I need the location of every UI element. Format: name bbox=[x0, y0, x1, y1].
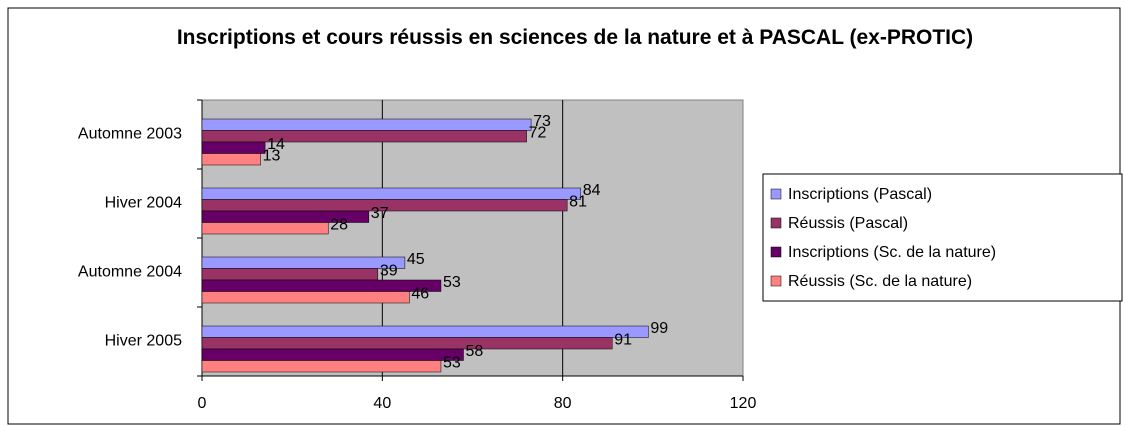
bar bbox=[201, 199, 568, 212]
bar bbox=[201, 291, 410, 304]
y-tick-label: Hiver 2005 bbox=[105, 333, 182, 350]
x-tick-label: 40 bbox=[373, 395, 391, 412]
legend-label: Réussis (Pascal) bbox=[788, 215, 908, 232]
bar bbox=[201, 325, 649, 338]
bar bbox=[201, 337, 613, 350]
value-label: 81 bbox=[569, 194, 587, 211]
x-tick-label: 80 bbox=[554, 395, 572, 412]
value-label: 73 bbox=[533, 113, 551, 130]
bar bbox=[201, 360, 442, 373]
legend-label: Inscriptions (Sc. de la nature) bbox=[788, 244, 996, 261]
bar bbox=[201, 118, 532, 131]
bar bbox=[201, 279, 442, 292]
value-label: 84 bbox=[583, 182, 601, 199]
bar bbox=[201, 187, 581, 200]
y-tick-label: Hiver 2004 bbox=[105, 195, 182, 212]
legend-swatch bbox=[770, 275, 782, 287]
value-label: 28 bbox=[330, 217, 348, 234]
x-tick-label: 120 bbox=[730, 395, 757, 412]
value-label: 14 bbox=[267, 136, 285, 153]
legend-swatch bbox=[770, 188, 782, 200]
chart-title: Inscriptions et cours réussis en science… bbox=[176, 26, 974, 49]
bar bbox=[201, 153, 261, 166]
value-label: 37 bbox=[371, 205, 389, 222]
legend-swatch bbox=[770, 217, 782, 229]
value-label: 99 bbox=[650, 320, 668, 337]
value-label: 58 bbox=[465, 343, 483, 360]
value-label: 53 bbox=[443, 355, 461, 372]
bar bbox=[201, 130, 527, 143]
legend-swatch bbox=[770, 246, 782, 258]
value-label: 72 bbox=[529, 125, 547, 142]
value-label: 53 bbox=[443, 274, 461, 291]
legend-label: Réussis (Sc. de la nature) bbox=[788, 273, 972, 290]
legend-label: Inscriptions (Pascal) bbox=[788, 186, 932, 203]
x-tick-label: 0 bbox=[198, 395, 207, 412]
bar bbox=[201, 141, 266, 154]
value-label: 91 bbox=[614, 332, 632, 349]
bar bbox=[201, 268, 379, 281]
value-label: 45 bbox=[407, 251, 425, 268]
bar bbox=[201, 256, 406, 269]
value-label: 46 bbox=[411, 286, 429, 303]
value-label: 13 bbox=[263, 148, 281, 165]
legend bbox=[762, 173, 1123, 302]
bar bbox=[201, 348, 464, 361]
value-label: 39 bbox=[380, 263, 398, 280]
y-tick-label: Automne 2003 bbox=[78, 126, 182, 143]
y-tick-label: Automne 2004 bbox=[78, 264, 182, 281]
bar bbox=[201, 222, 329, 235]
